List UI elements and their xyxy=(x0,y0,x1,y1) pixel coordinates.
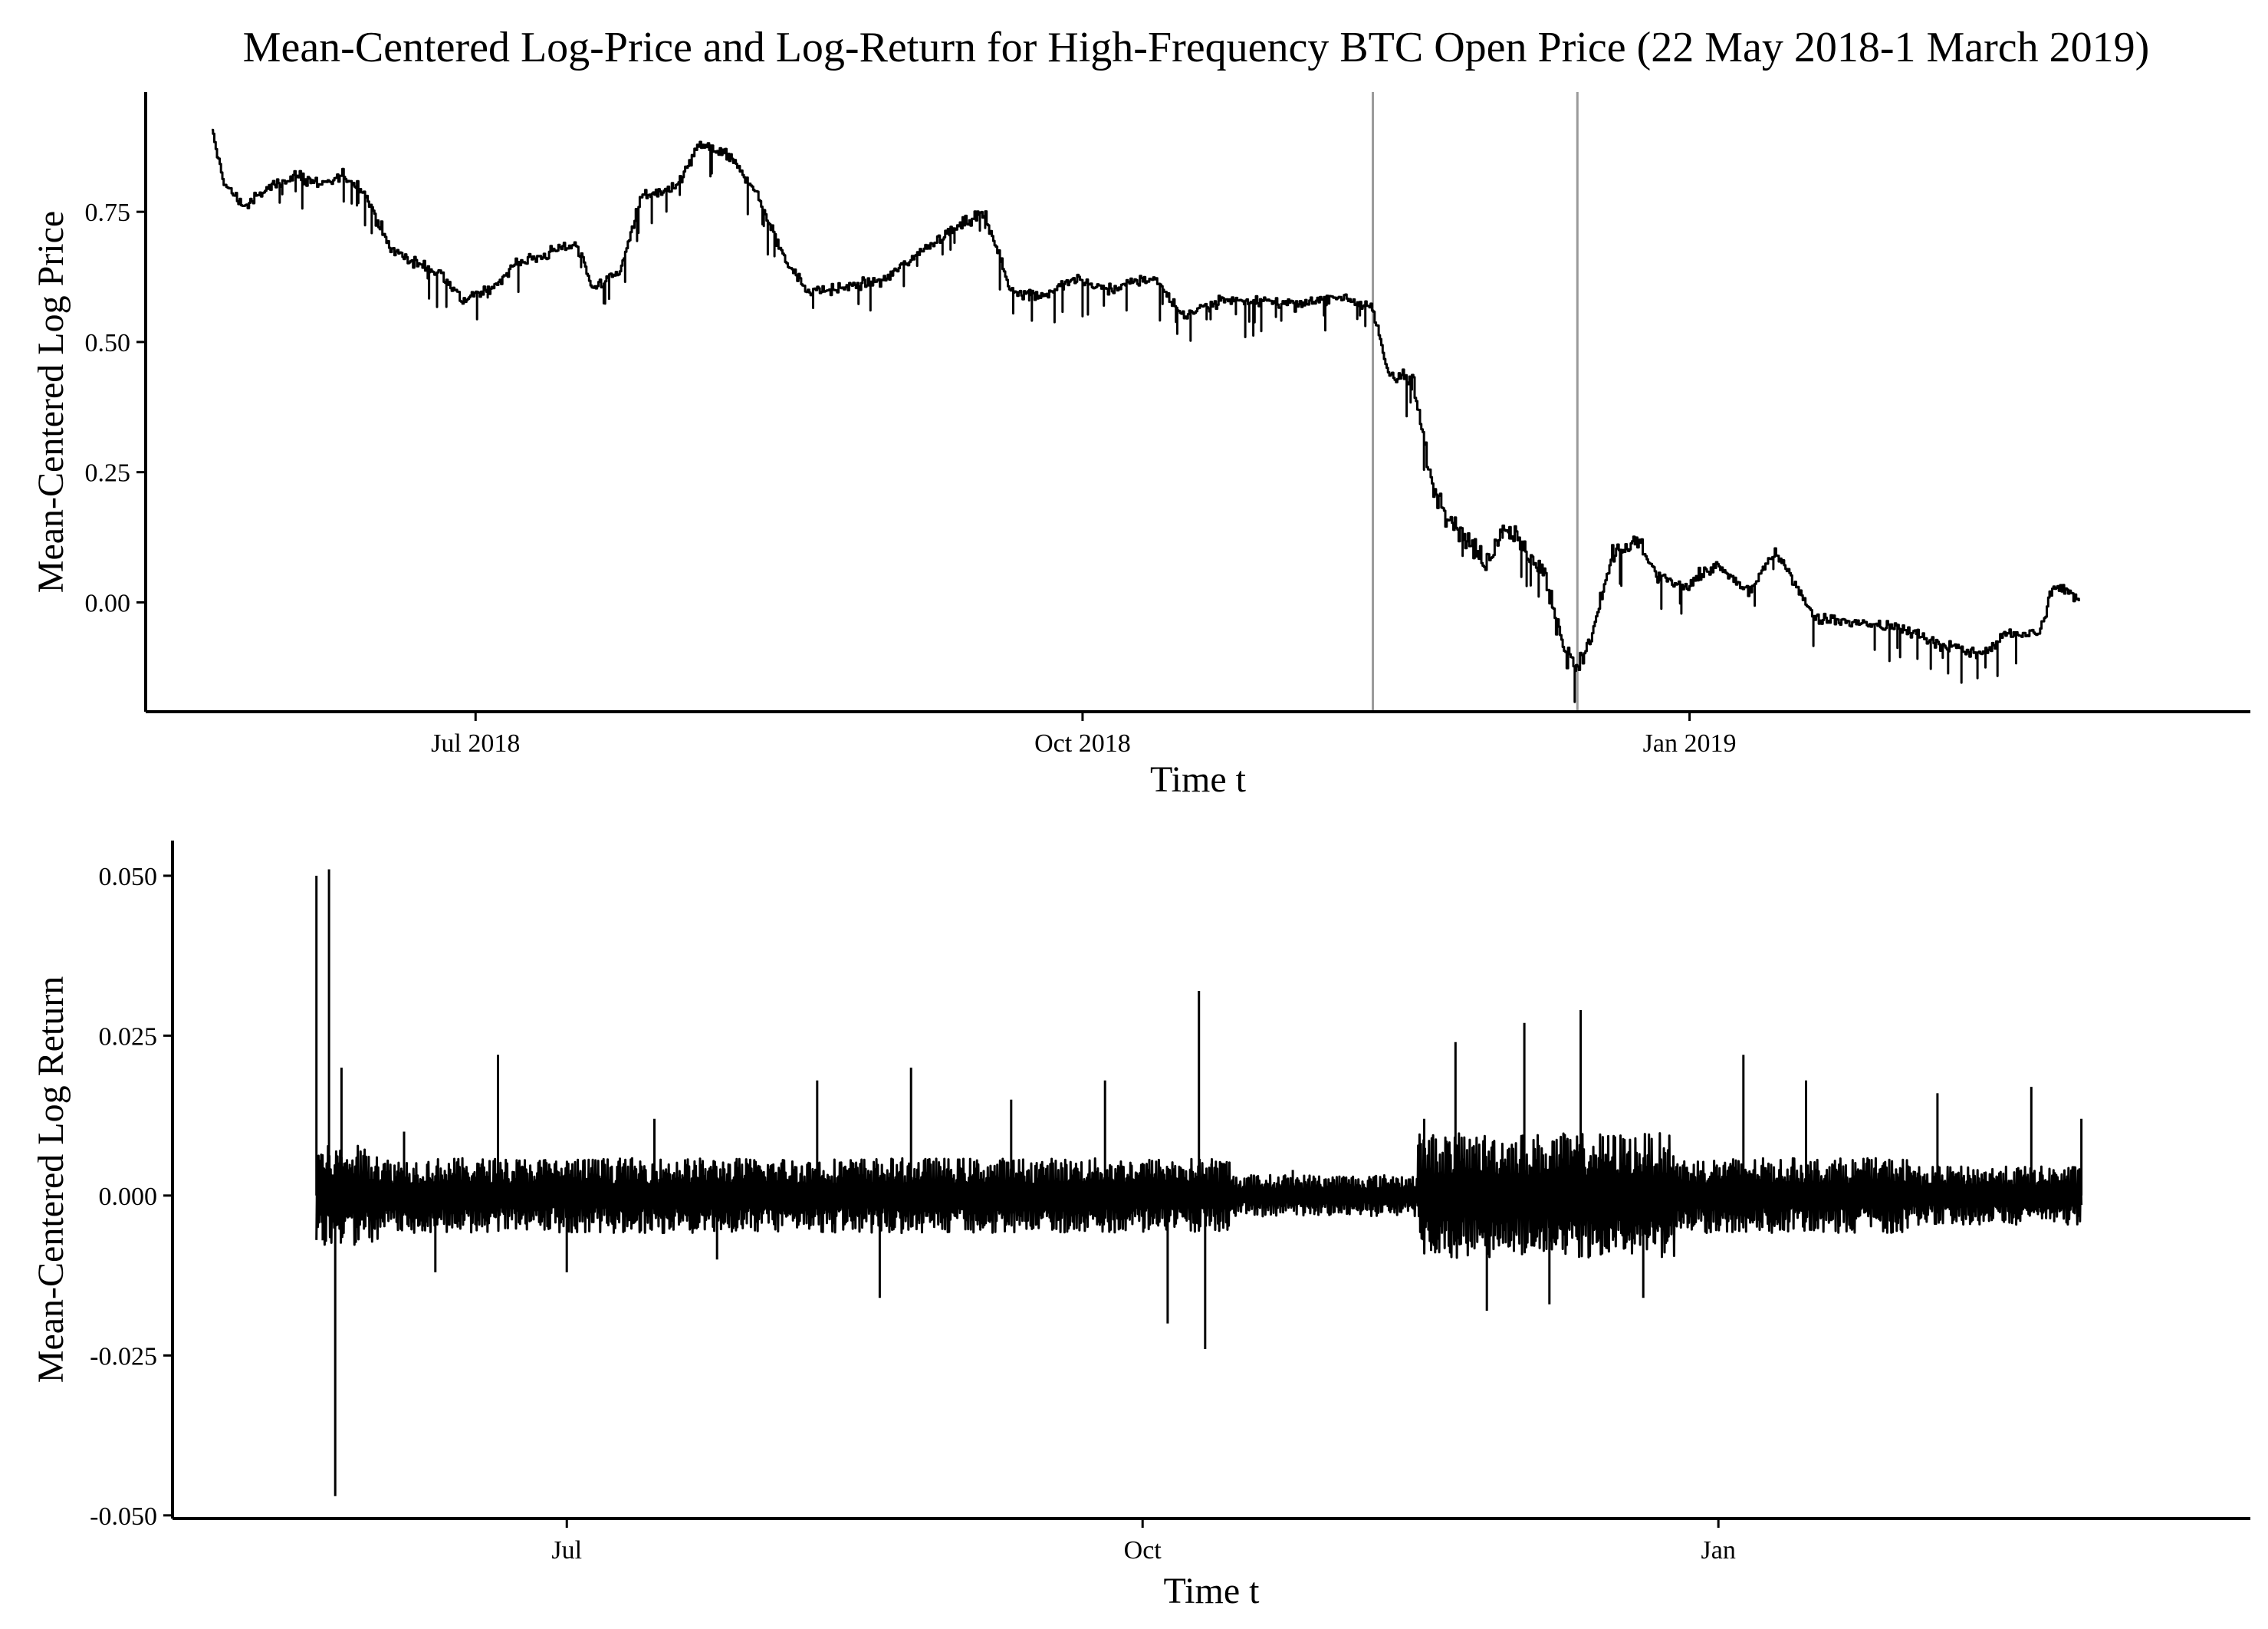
y-tick-label: 0.050 xyxy=(99,863,158,891)
y-tick-label: 0.25 xyxy=(85,459,131,488)
x-tick-label: Jan xyxy=(1701,1536,1736,1565)
y-tick-label: 0.75 xyxy=(85,199,131,227)
y-tick-label: -0.025 xyxy=(90,1342,157,1371)
y-tick-label: -0.050 xyxy=(90,1502,157,1531)
y-tick-label: 0.000 xyxy=(99,1183,158,1211)
x-tick-label: Jul 2018 xyxy=(431,729,520,758)
y-tick-label: 0.00 xyxy=(85,589,131,617)
return-x-axis-title: Time t xyxy=(1164,1571,1261,1611)
price-series-line xyxy=(212,128,2080,703)
price-x-axis-title: Time t xyxy=(1150,759,1247,800)
x-tick-label: Jan 2019 xyxy=(1643,729,1737,758)
return-series-line xyxy=(315,869,2083,1496)
return-y-axis-title: Mean-Centered Log Return xyxy=(31,976,71,1383)
x-tick-label: Oct xyxy=(1124,1536,1162,1565)
price-reference-lines xyxy=(1372,92,1579,712)
y-tick-label: 0.50 xyxy=(85,329,131,357)
return-axis-ticks: Jul Oct Jan -0.050 -0.025 0.000 0.025 0.050 xyxy=(90,863,1736,1565)
return-panel: Jul Oct Jan -0.050 -0.025 0.000 0.025 0.050 Tim… xyxy=(31,841,2250,1611)
x-tick-label: Jul xyxy=(551,1536,582,1565)
price-y-axis-title: Mean-Centered Log Price xyxy=(31,211,71,593)
x-tick-label: Oct 2018 xyxy=(1034,729,1131,758)
chart-title: Mean-Centered Log-Price and Log-Return f… xyxy=(243,24,2150,71)
price-axis-ticks: Jul 2018 Oct 2018 Jan 2019 0.00 0.25 0.50 0.75 xyxy=(85,199,1737,758)
price-panel: Jul 2018 Oct 2018 Jan 2019 0.00 0.25 0.50 0.75… xyxy=(31,92,2250,800)
y-tick-label: 0.025 xyxy=(99,1022,158,1051)
